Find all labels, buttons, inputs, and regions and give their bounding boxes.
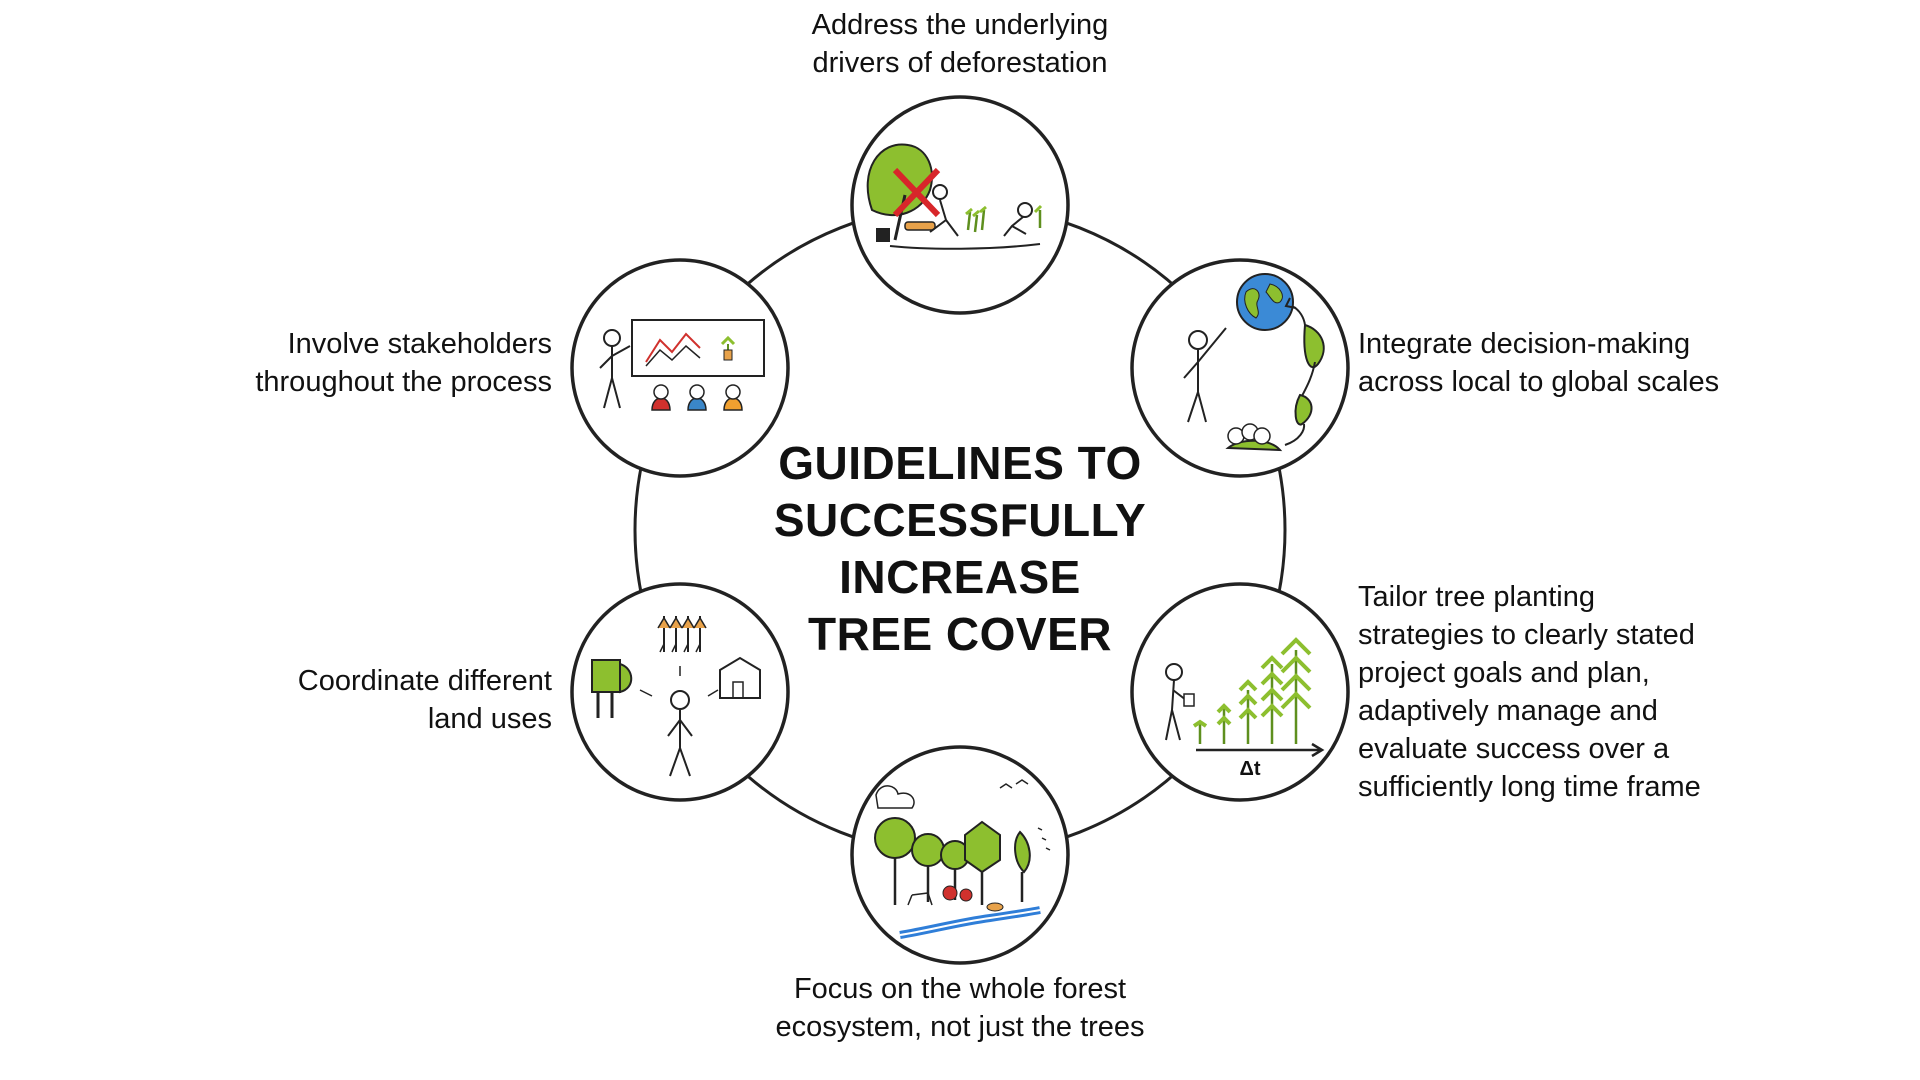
tree-growth-icon: Δt: [1165, 637, 1325, 780]
forest-ecosystem-icon: [874, 779, 1051, 939]
label-ecosystem: Focus on the whole forest ecosystem, not…: [660, 970, 1260, 1046]
label-line: Involve stakeholders: [287, 328, 552, 360]
label-line: Integrate decision-making: [1358, 328, 1691, 360]
stakeholders-icon: [599, 319, 765, 411]
land-use-icon: [591, 616, 761, 777]
node-drivers: [850, 95, 1070, 315]
growth-symbol: Δt: [1239, 758, 1260, 780]
center-title-line: SUCCESSFULLY: [773, 494, 1147, 546]
label-line: strategies to clearly stated: [1358, 619, 1695, 651]
label-line: land uses: [427, 703, 552, 735]
label-scales: Integrate decision-making across local t…: [1358, 325, 1719, 401]
node-landuse: [570, 582, 790, 802]
label-drivers: Address the underlying drivers of defore…: [660, 6, 1260, 82]
label-stakeholders: Involve stakeholders throughout the proc…: [255, 325, 552, 401]
node-stakeholders: [570, 258, 790, 478]
center-title-line: TREE COVER: [807, 608, 1113, 660]
globe-cycle-icon: [1183, 273, 1325, 452]
deforestation-icon: [866, 143, 1043, 250]
center-title-line: INCREASE: [839, 551, 1081, 603]
label-line: Address the underlying: [811, 9, 1109, 41]
label-line: ecosystem, not just the trees: [775, 1011, 1145, 1043]
label-line: sufficiently long time frame: [1358, 771, 1701, 803]
label-line: evaluate success over a: [1358, 733, 1670, 765]
center-title: GUIDELINES TO SUCCESSFULLY INCREASE TREE…: [660, 435, 1260, 663]
label-line: drivers of deforestation: [812, 47, 1108, 79]
node-scales: [1130, 258, 1350, 478]
center-title-line: GUIDELINES TO: [778, 437, 1142, 489]
label-line: across local to global scales: [1358, 366, 1720, 398]
label-landuse: Coordinate different land uses: [298, 662, 552, 738]
label-planting: Tailor tree planting strategies to clear…: [1358, 578, 1701, 806]
node-planting: Δt: [1130, 582, 1350, 802]
label-line: adaptively manage and: [1358, 695, 1658, 727]
node-ecosystem: [850, 745, 1070, 965]
label-line: throughout the process: [255, 366, 552, 398]
label-line: Tailor tree planting: [1358, 581, 1595, 613]
label-line: Focus on the whole forest: [793, 973, 1127, 1005]
label-line: project goals and plan,: [1358, 657, 1650, 689]
label-line: Coordinate different: [297, 665, 552, 697]
